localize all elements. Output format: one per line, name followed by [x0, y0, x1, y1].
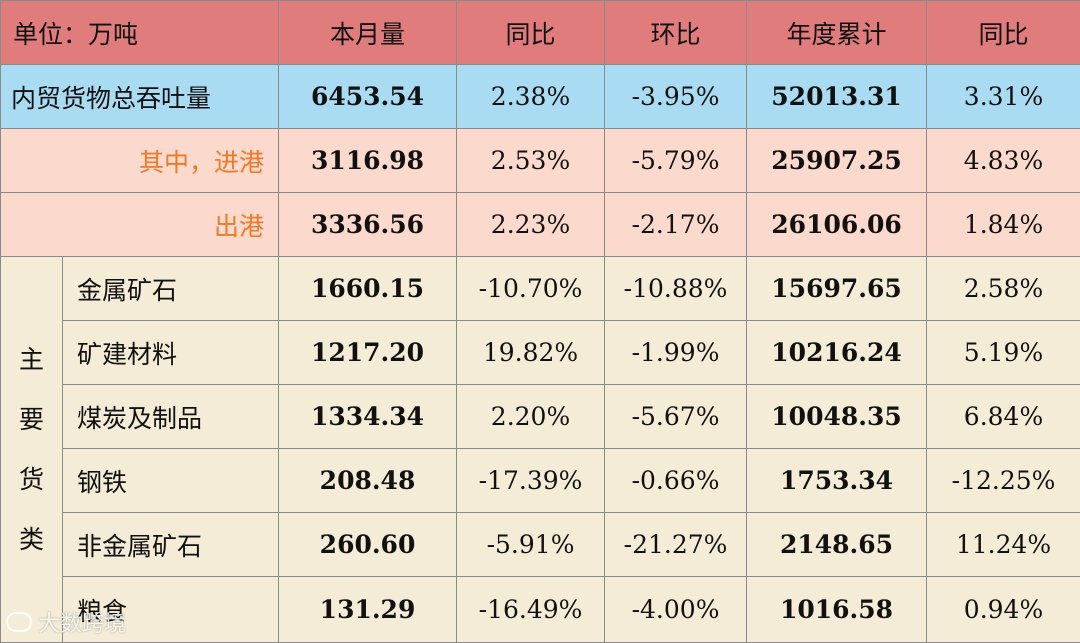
col-yoy: 同比 — [457, 1, 605, 65]
category-char: 要 — [19, 405, 44, 434]
header-row: 单位：万吨 本月量 同比 环比 年度累计 同比 — [1, 1, 1080, 65]
table-row: 粮食 131.29 -16.49% -4.00% 1016.58 0.94% — [1, 577, 1080, 643]
cargo-ytd-yoy: -12.25% — [927, 449, 1080, 513]
cargo-yoy: -5.91% — [457, 513, 605, 577]
cargo-yoy: 19.82% — [457, 321, 605, 385]
cargo-ytd-yoy: 6.84% — [927, 385, 1080, 449]
cargo-ytd: 1753.34 — [747, 449, 927, 513]
cargo-yoy: 2.20% — [457, 385, 605, 449]
cargo-monthly: 208.48 — [279, 449, 457, 513]
inbound-mom: -5.79% — [605, 129, 747, 193]
cargo-name: 煤炭及制品 — [63, 385, 279, 449]
cargo-ytd: 10048.35 — [747, 385, 927, 449]
inbound-row: 其中，进港 3116.98 2.53% -5.79% 25907.25 4.83… — [1, 129, 1080, 193]
cargo-yoy: -16.49% — [457, 577, 605, 643]
cargo-ytd: 1016.58 — [747, 577, 927, 643]
outbound-monthly: 3336.56 — [279, 193, 457, 257]
cargo-mom: -5.67% — [605, 385, 747, 449]
cargo-name: 非金属矿石 — [63, 513, 279, 577]
table-row: 钢铁 208.48 -17.39% -0.66% 1753.34 -12.25% — [1, 449, 1080, 513]
cargo-monthly: 260.60 — [279, 513, 457, 577]
cargo-monthly: 1334.34 — [279, 385, 457, 449]
total-row: 内贸货物总吞吐量 6453.54 2.38% -3.95% 52013.31 3… — [1, 65, 1080, 129]
category-char: 主 — [19, 345, 44, 374]
cargo-monthly: 1660.15 — [279, 257, 457, 321]
cargo-monthly: 1217.20 — [279, 321, 457, 385]
inbound-monthly: 3116.98 — [279, 129, 457, 193]
cargo-name: 钢铁 — [63, 449, 279, 513]
cargo-mom: -0.66% — [605, 449, 747, 513]
table-row: 矿建材料 1217.20 19.82% -1.99% 10216.24 5.19… — [1, 321, 1080, 385]
category-char: 货 — [19, 465, 44, 494]
category-label: 主 要 货 类 — [1, 257, 63, 643]
watermark-logo-icon — [6, 612, 32, 632]
category-char: 类 — [19, 525, 44, 554]
table-row: 非金属矿石 260.60 -5.91% -21.27% 2148.65 11.2… — [1, 513, 1080, 577]
outbound-ytd: 26106.06 — [747, 193, 927, 257]
total-ytd: 52013.31 — [747, 65, 927, 129]
total-ytd-yoy: 3.31% — [927, 65, 1080, 129]
total-mom: -3.95% — [605, 65, 747, 129]
cargo-ytd: 15697.65 — [747, 257, 927, 321]
inbound-label: 其中，进港 — [1, 129, 279, 193]
watermark-text: 大数跨境 — [38, 606, 126, 638]
cargo-ytd-yoy: 2.58% — [927, 257, 1080, 321]
cargo-yoy: -10.70% — [457, 257, 605, 321]
inbound-ytd: 25907.25 — [747, 129, 927, 193]
cargo-ytd: 2148.65 — [747, 513, 927, 577]
outbound-ytd-yoy: 1.84% — [927, 193, 1080, 257]
cargo-mom: -21.27% — [605, 513, 747, 577]
col-mom: 环比 — [605, 1, 747, 65]
cargo-ytd: 10216.24 — [747, 321, 927, 385]
cargo-monthly: 131.29 — [279, 577, 457, 643]
unit-label: 单位：万吨 — [1, 1, 279, 65]
outbound-mom: -2.17% — [605, 193, 747, 257]
table-row: 煤炭及制品 1334.34 2.20% -5.67% 10048.35 6.84… — [1, 385, 1080, 449]
inbound-yoy: 2.53% — [457, 129, 605, 193]
cargo-ytd-yoy: 11.24% — [927, 513, 1080, 577]
outbound-label: 出港 — [1, 193, 279, 257]
inbound-ytd-yoy: 4.83% — [927, 129, 1080, 193]
watermark: 大数跨境 — [6, 606, 126, 638]
outbound-yoy: 2.23% — [457, 193, 605, 257]
col-ytd-yoy: 同比 — [927, 1, 1080, 65]
cargo-mom: -1.99% — [605, 321, 747, 385]
cargo-yoy: -17.39% — [457, 449, 605, 513]
cargo-ytd-yoy: 5.19% — [927, 321, 1080, 385]
cargo-mom: -4.00% — [605, 577, 747, 643]
cargo-name: 金属矿石 — [63, 257, 279, 321]
cargo-ytd-yoy: 0.94% — [927, 577, 1080, 643]
cargo-name: 矿建材料 — [63, 321, 279, 385]
col-monthly-volume: 本月量 — [279, 1, 457, 65]
total-yoy: 2.38% — [457, 65, 605, 129]
table-row: 主 要 货 类 金属矿石 1660.15 -10.70% -10.88% 156… — [1, 257, 1080, 321]
total-label: 内贸货物总吞吐量 — [1, 65, 279, 129]
total-monthly: 6453.54 — [279, 65, 457, 129]
col-ytd: 年度累计 — [747, 1, 927, 65]
outbound-row: 出港 3336.56 2.23% -2.17% 26106.06 1.84% — [1, 193, 1080, 257]
cargo-mom: -10.88% — [605, 257, 747, 321]
